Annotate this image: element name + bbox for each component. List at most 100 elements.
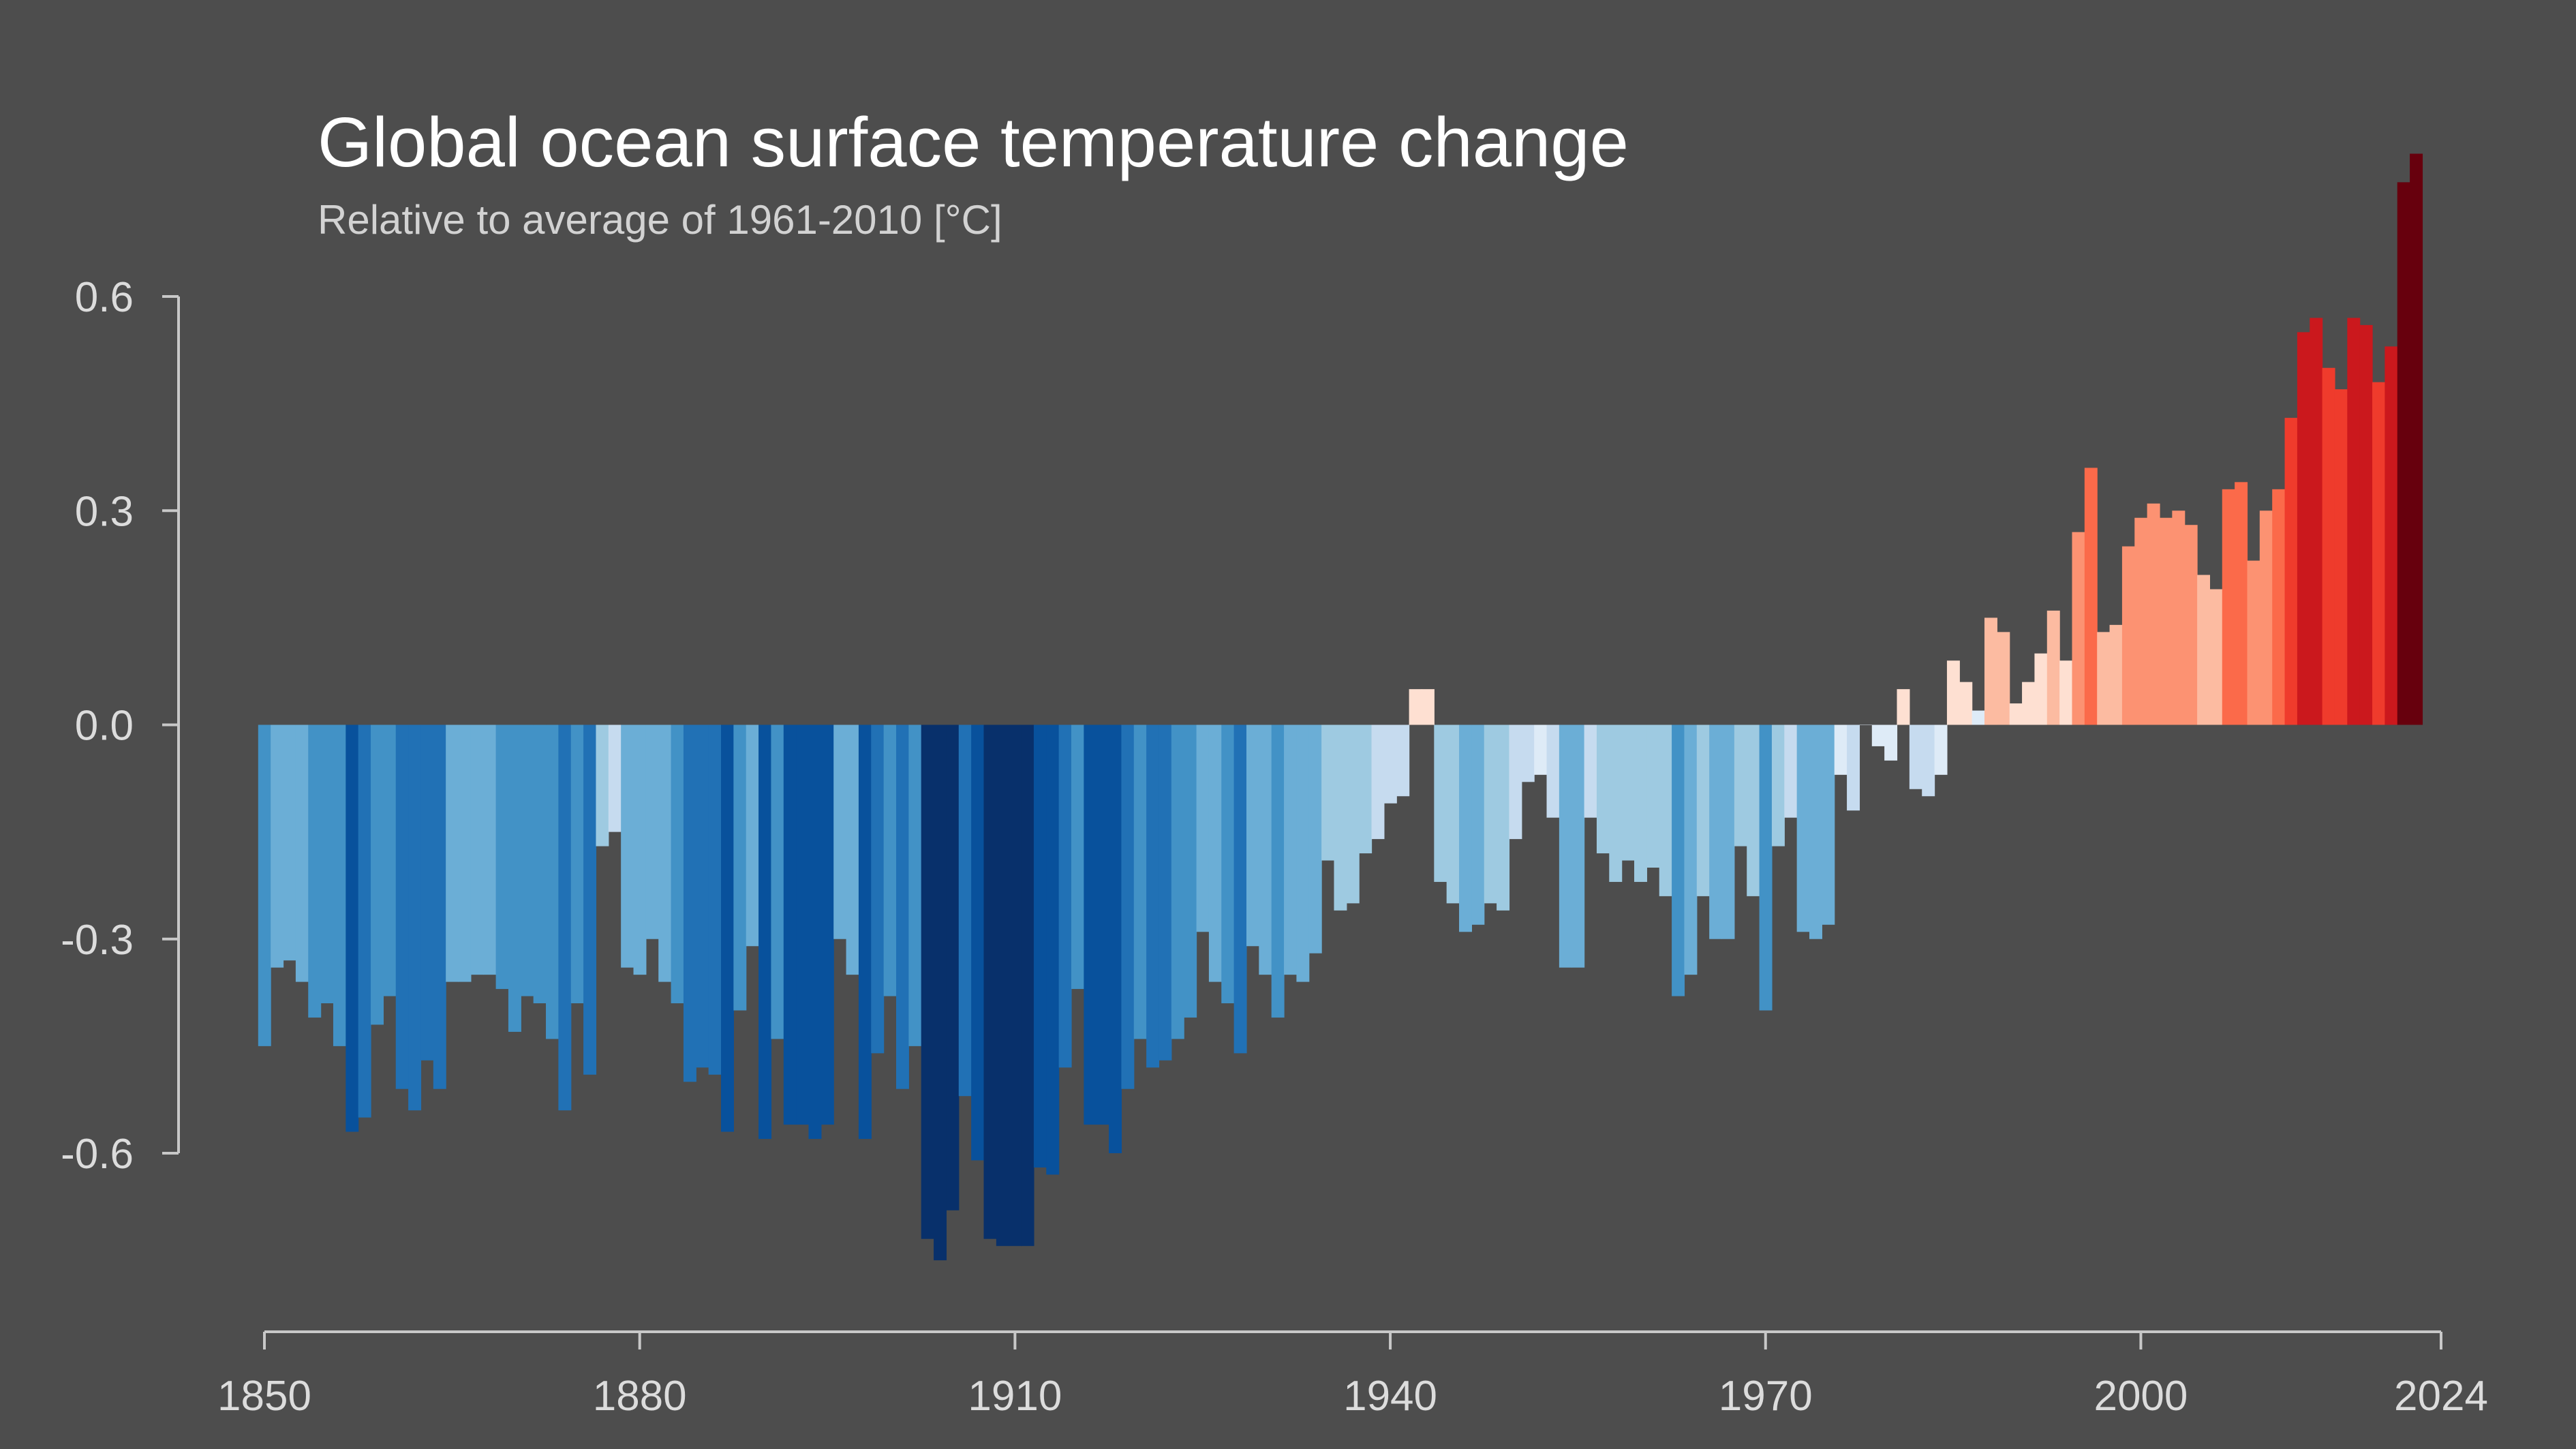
chart-subtitle: Relative to average of 1961-2010 [°C] [318, 197, 1002, 243]
bar-1966 [1709, 724, 1723, 939]
bar-1870 [508, 724, 521, 1032]
bar-1928 [1233, 724, 1247, 1054]
bar-1936 [1334, 724, 1347, 911]
bar-1929 [1246, 724, 1259, 947]
bar-1973 [1796, 724, 1810, 932]
bar-1871 [521, 724, 534, 996]
bar-1971 [1771, 724, 1785, 846]
bar-1977 [1847, 724, 1860, 811]
y-tick-label: 0.0 [75, 703, 134, 750]
bar-1985 [1946, 660, 1960, 725]
bar-1953 [1546, 724, 1560, 818]
bar-1855 [320, 724, 334, 1004]
bar-2015 [2322, 367, 2335, 725]
x-tick-label: 1910 [968, 1373, 1062, 1420]
bar-1888 [733, 724, 747, 1011]
bar-1974 [1809, 724, 1822, 939]
bar-1939 [1371, 724, 1385, 840]
bar-1905 [946, 724, 960, 1210]
bar-1931 [1271, 724, 1285, 1018]
bar-1957 [1596, 724, 1610, 854]
bar-1892 [783, 724, 797, 1125]
bar-1856 [333, 724, 346, 1046]
bar-1919 [1121, 724, 1135, 1089]
bar-1962 [1659, 724, 1672, 896]
bar-2016 [2334, 389, 2348, 725]
bar-1860 [383, 724, 397, 996]
bar-2022 [2410, 153, 2423, 725]
bar-1885 [696, 724, 709, 1068]
bar-1879 [621, 724, 634, 968]
bar-1940 [1383, 724, 1397, 804]
bar-1906 [958, 724, 972, 1097]
bar-1875 [570, 724, 584, 1004]
bar-1951 [1521, 724, 1535, 782]
bar-1883 [671, 724, 684, 1004]
bar-1948 [1484, 724, 1497, 904]
bar-1956 [1584, 724, 1597, 818]
bar-1961 [1646, 724, 1660, 868]
bar-1967 [1721, 724, 1735, 939]
bar-1930 [1259, 724, 1272, 975]
bar-1958 [1609, 724, 1623, 882]
bar-1876 [583, 724, 597, 1075]
bar-2019 [2372, 382, 2385, 725]
bar-2020 [2385, 346, 2398, 725]
bar-1978 [1859, 724, 1873, 725]
bar-2014 [2310, 318, 2323, 725]
bar-1960 [1634, 724, 1647, 882]
y-axis: 0.6 0.3 0.0 -0.3 -0.6 [61, 274, 180, 1178]
bar-1996 [2084, 468, 2098, 725]
bar-1862 [408, 724, 422, 1111]
bar-1917 [1096, 724, 1109, 1125]
bar-1907 [971, 724, 985, 1161]
bar-1999 [2121, 546, 2135, 725]
bar-2006 [2209, 589, 2223, 725]
bar-1959 [1621, 724, 1635, 861]
bar-1880 [633, 724, 647, 975]
bar-1965 [1696, 724, 1710, 896]
bar-1853 [295, 724, 309, 982]
bar-1854 [308, 724, 322, 1018]
bar-1893 [796, 724, 810, 1125]
bar-2003 [2172, 510, 2186, 725]
bar-1914 [1058, 724, 1072, 1068]
bar-1866 [458, 724, 472, 982]
bar-1921 [1146, 724, 1160, 1068]
bar-2010 [2259, 510, 2273, 725]
bar-1918 [1109, 724, 1122, 1153]
bar-1898 [858, 724, 872, 1140]
bar-1902 [908, 724, 922, 1046]
bar-1994 [2059, 660, 2073, 725]
bar-1873 [546, 724, 559, 1039]
chart-title: Global ocean surface temperature change [318, 103, 1629, 181]
x-tick-label: 1940 [1343, 1373, 1437, 1420]
bar-1934 [1308, 724, 1322, 954]
bar-1944 [1434, 724, 1447, 882]
bar-1859 [371, 724, 384, 1025]
bar-2001 [2147, 503, 2160, 725]
bar-1920 [1133, 724, 1147, 1039]
bar-1938 [1359, 724, 1373, 854]
bar-2005 [2197, 575, 2211, 725]
x-tick-label: 2000 [2094, 1373, 2188, 1420]
bar-series [258, 153, 2423, 1261]
bar-1913 [1046, 724, 1060, 1175]
bar-1932 [1284, 724, 1297, 975]
bar-1993 [2046, 610, 2060, 725]
bar-2017 [2347, 318, 2361, 725]
bar-1889 [746, 724, 759, 947]
bar-1968 [1734, 724, 1747, 846]
bar-1954 [1559, 724, 1572, 968]
bar-1882 [658, 724, 672, 982]
bar-1881 [645, 724, 659, 939]
bar-1997 [2097, 632, 2111, 725]
bar-1863 [420, 724, 434, 1061]
bar-1887 [721, 724, 734, 1132]
bar-1908 [983, 724, 997, 1239]
bar-1992 [2034, 653, 2048, 725]
bar-1867 [470, 724, 484, 975]
bar-1909 [996, 724, 1009, 1247]
bar-1924 [1184, 724, 1197, 1018]
bar-1916 [1084, 724, 1097, 1125]
